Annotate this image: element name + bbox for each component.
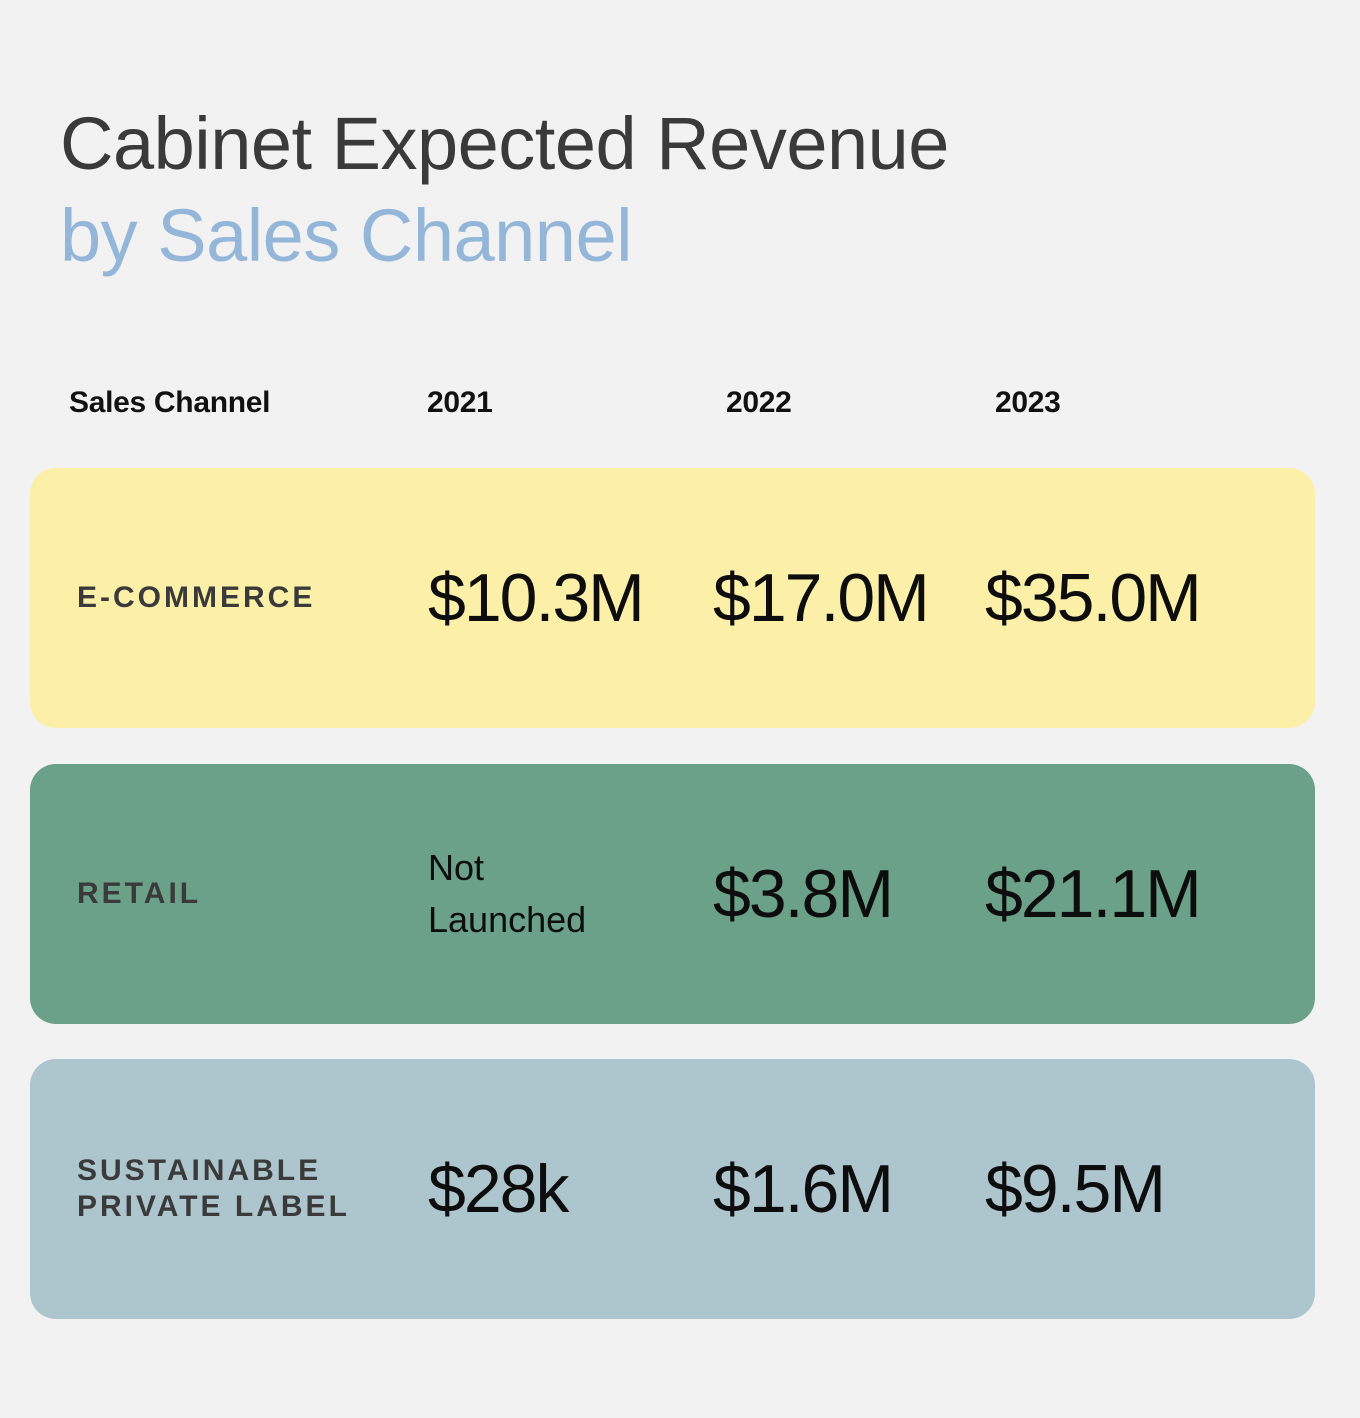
- page-title: Cabinet Expected Revenue by Sales Channe…: [60, 98, 949, 282]
- table-row-retail: RETAIL Not Launched $3.8M $21.1M: [30, 764, 1315, 1024]
- column-header-2022: 2022: [726, 386, 792, 419]
- title-line-1: Cabinet Expected Revenue: [60, 102, 949, 185]
- value-cell-2023: $9.5M: [985, 1151, 1166, 1227]
- title-line-2: by Sales Channel: [60, 194, 633, 277]
- column-header-sales-channel: Sales Channel: [69, 386, 271, 419]
- row-label: SUSTAINABLE PRIVATE LABEL: [77, 1154, 350, 1223]
- table-row-ecommerce: E-COMMERCE $10.3M $17.0M $35.0M: [30, 468, 1315, 728]
- value-cell-2023: $21.1M: [985, 856, 1202, 932]
- value-cell-2021: Not Launched: [428, 847, 587, 940]
- table-header: Sales Channel 2021 2022 2023: [0, 386, 1360, 426]
- value-cell-2021: $10.3M: [428, 560, 645, 636]
- row-label: E-COMMERCE: [77, 581, 316, 614]
- value-cell-2023: $35.0M: [985, 560, 1202, 636]
- value-cell-2022: $3.8M: [713, 856, 894, 932]
- column-header-2023: 2023: [995, 386, 1061, 419]
- row-label: RETAIL: [77, 877, 202, 910]
- value-cell-2022: $1.6M: [713, 1151, 894, 1227]
- value-cell-2022: $17.0M: [713, 560, 930, 636]
- value-cell-2021: $28k: [428, 1151, 569, 1227]
- table-row-sustainable-private-label: SUSTAINABLE PRIVATE LABEL $28k $1.6M $9.…: [30, 1059, 1315, 1319]
- column-header-2021: 2021: [427, 386, 493, 419]
